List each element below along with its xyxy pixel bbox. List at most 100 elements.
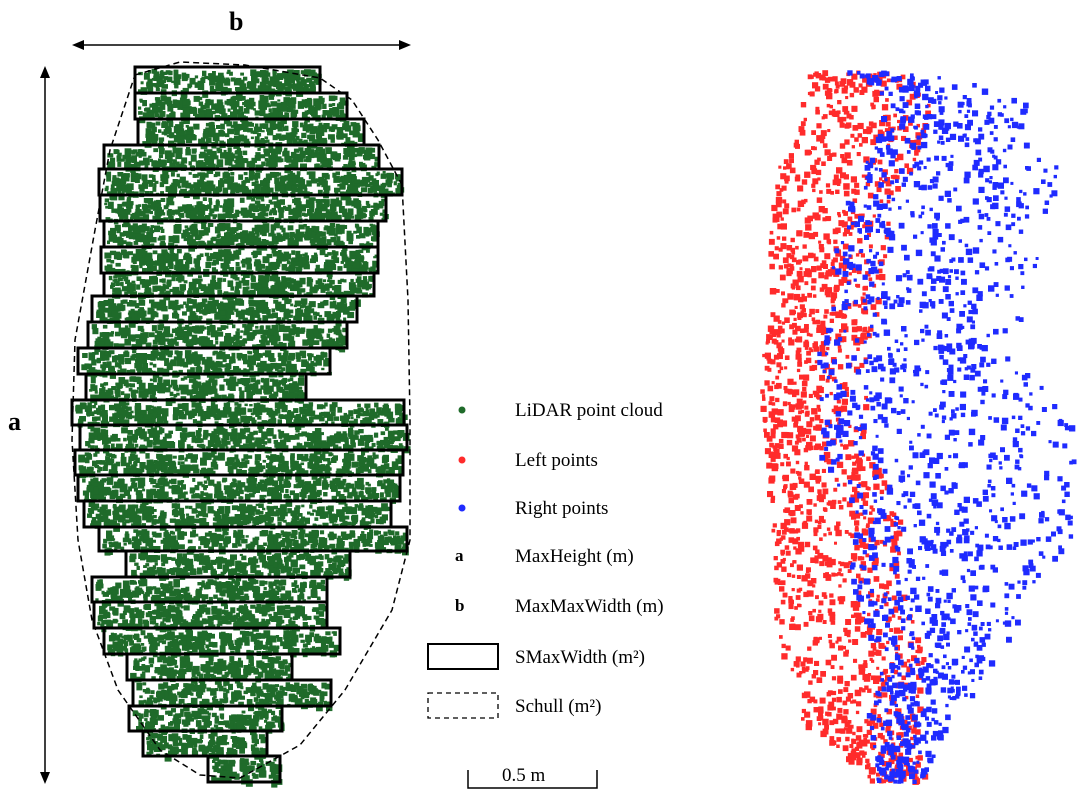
lidar-point <box>303 361 309 367</box>
lidar-point <box>317 278 323 284</box>
lidar-point <box>263 382 269 389</box>
lidar-point <box>351 461 359 468</box>
lidar-point <box>235 232 243 240</box>
lidar-point <box>243 138 250 145</box>
lidar-point <box>102 439 109 445</box>
lidar-point <box>96 407 102 414</box>
lidar-point <box>281 460 286 464</box>
lidar-point <box>250 175 257 180</box>
lidar-point <box>164 121 169 126</box>
lidar-point <box>78 418 84 424</box>
lidar-point <box>130 300 137 307</box>
lidar-point <box>359 268 367 275</box>
lidar-point <box>287 225 294 231</box>
lidar-point <box>215 282 222 290</box>
lidar-point <box>223 432 230 441</box>
lidar-point <box>146 137 153 143</box>
lidar-point <box>270 393 277 401</box>
lidar-point <box>343 174 348 181</box>
lidar-point <box>358 233 366 239</box>
lidar-point <box>298 328 305 334</box>
lidar-point <box>352 435 359 440</box>
lidar-point <box>296 357 301 362</box>
lidar-point <box>332 172 337 178</box>
lidar-point <box>190 184 195 189</box>
lidar-point <box>260 360 267 370</box>
lidar-point <box>114 388 121 394</box>
lidar-point <box>387 412 390 417</box>
lidar-point <box>387 173 393 180</box>
lidar-point <box>261 210 266 214</box>
lidar-point <box>150 419 155 425</box>
lidar-point <box>210 402 216 408</box>
lidar-point <box>161 442 168 448</box>
lidar-point <box>215 82 222 92</box>
lidar-point <box>201 336 208 344</box>
lidar-point <box>304 69 311 77</box>
lidar-point <box>150 206 155 210</box>
lidar-point <box>277 125 283 132</box>
lidar-point <box>360 179 364 183</box>
lidar-point <box>274 363 282 370</box>
lidar-point <box>356 207 364 216</box>
lidar-point <box>132 395 137 399</box>
lidar-point <box>325 147 332 154</box>
lidar-point <box>124 357 132 365</box>
lidar-point <box>296 463 302 468</box>
lidar-point <box>266 407 273 414</box>
lidar-point <box>255 462 260 466</box>
lidar-point <box>315 210 322 218</box>
lidar-point <box>333 416 340 421</box>
lidar-point <box>284 112 290 117</box>
lidar-point <box>239 461 243 465</box>
lidar-point <box>188 431 196 437</box>
lidar-point <box>306 261 310 265</box>
lidar-point <box>278 286 286 293</box>
lidar-point <box>272 71 277 77</box>
lidar-point <box>237 378 243 385</box>
lidar-point <box>324 283 330 289</box>
lidar-point <box>155 121 161 126</box>
lidar-point <box>350 181 355 187</box>
lidar-point <box>161 176 169 185</box>
lidar-point <box>182 332 188 338</box>
lidar-point <box>239 197 245 203</box>
lidar-point <box>171 182 175 187</box>
lidar-point <box>254 200 261 205</box>
lidar-point <box>173 179 180 185</box>
lidar-point <box>221 438 228 443</box>
lidar-point <box>242 280 250 286</box>
lidar-point <box>344 414 350 420</box>
lidar-point <box>314 428 322 435</box>
lidar-point <box>124 427 128 432</box>
lidar-point <box>97 434 103 441</box>
lidar-point <box>198 283 203 290</box>
lidar-point <box>255 388 262 395</box>
lidar-point <box>206 405 211 410</box>
lidar-point <box>238 335 243 339</box>
lidar-point <box>210 237 215 242</box>
lidar-point <box>336 132 341 137</box>
lidar-point <box>145 107 151 112</box>
lidar-point <box>111 208 118 213</box>
lidar-point <box>304 110 309 115</box>
lidar-point <box>144 256 151 262</box>
lidar-point <box>154 113 159 118</box>
lidar-point <box>165 70 171 75</box>
lidar-point <box>359 138 365 142</box>
lidar-point <box>199 234 203 239</box>
lidar-point <box>258 203 266 212</box>
lidar-point <box>341 466 347 473</box>
lidar-point <box>356 226 362 234</box>
lidar-point <box>230 111 238 119</box>
lidar-point <box>332 456 337 462</box>
lidar-point <box>127 383 132 387</box>
lidar-point <box>116 408 123 415</box>
lidar-point <box>288 314 293 318</box>
lidar-point <box>108 308 115 317</box>
lidar-point <box>152 301 156 306</box>
lidar-point <box>195 278 202 285</box>
lidar-point <box>333 176 340 183</box>
lidar-point <box>161 131 166 135</box>
lidar-point <box>255 265 262 271</box>
